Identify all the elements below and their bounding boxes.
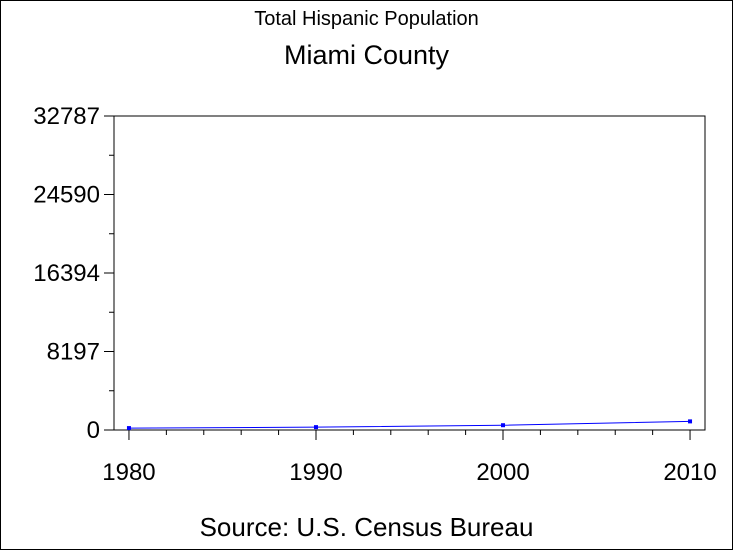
y-tick-label: 32787 <box>33 103 100 130</box>
x-tick-label: 2010 <box>663 459 716 486</box>
y-tick-label: 0 <box>87 417 100 444</box>
data-point <box>688 419 693 424</box>
y-tick-label: 8197 <box>47 338 100 365</box>
x-tick-label: 1990 <box>289 459 342 486</box>
chart-title: Total Hispanic Population <box>254 8 479 30</box>
y-tick-label: 24590 <box>33 182 100 209</box>
source-note: Source: U.S. Census Bureau <box>199 512 534 542</box>
chart-subtitle: Miami County <box>283 40 450 70</box>
series-group <box>126 419 693 431</box>
data-point <box>126 426 131 431</box>
data-point <box>501 423 506 428</box>
y-tick-label: 16394 <box>33 260 100 287</box>
x-tick-label: 2000 <box>476 459 529 486</box>
x-axis: 1980 1990 2000 2010 <box>102 430 717 486</box>
x-tick-label: 1980 <box>102 459 155 486</box>
y-axis: 0 8197 16394 24590 32787 <box>33 103 114 444</box>
plot-area <box>113 115 706 431</box>
data-point <box>313 425 318 430</box>
series-line <box>128 420 691 429</box>
